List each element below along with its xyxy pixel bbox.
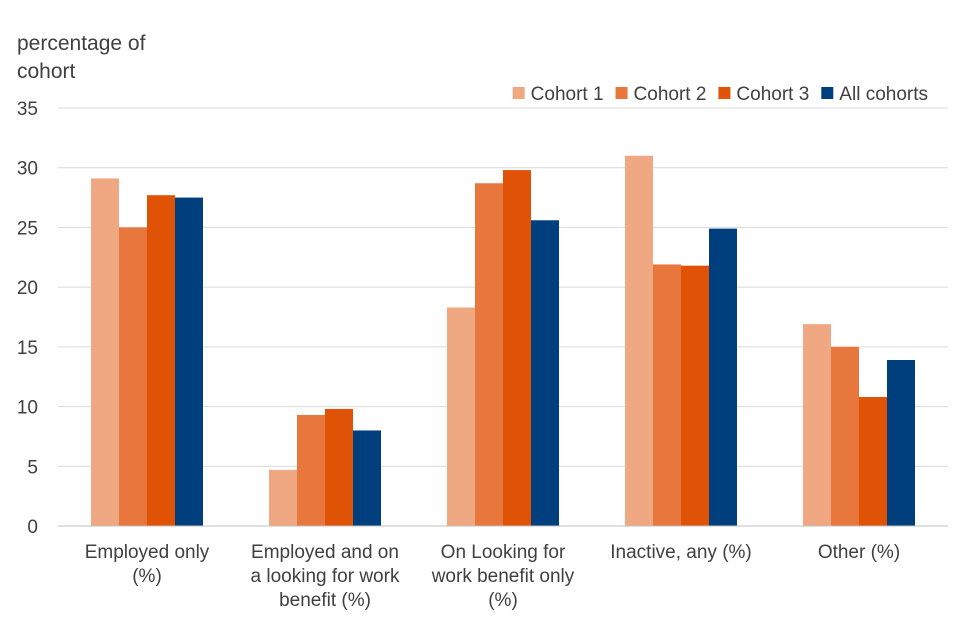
- bar: [91, 178, 119, 526]
- bar: [831, 346, 859, 526]
- x-category-label: work benefit only: [431, 566, 575, 587]
- y-axis-label-line: cohort: [17, 60, 76, 83]
- bar: [653, 264, 681, 526]
- legend-swatch: [512, 87, 525, 99]
- legend-swatch: [821, 87, 834, 99]
- legend-label: All cohorts: [839, 84, 928, 105]
- y-tick-label: 0: [27, 517, 38, 538]
- bar: [175, 197, 203, 527]
- y-axis-label-line: percentage of: [17, 32, 146, 55]
- x-category-label: a looking for work: [251, 566, 400, 587]
- y-tick-label: 35: [17, 99, 38, 120]
- bar: [325, 408, 353, 526]
- bar: [447, 307, 475, 526]
- x-category-label: Inactive, any (%): [610, 542, 752, 563]
- y-tick-label: 30: [17, 159, 38, 180]
- x-category-label: Employed and on: [251, 542, 399, 563]
- bar: [859, 397, 887, 526]
- legend-label: Cohort 3: [736, 84, 809, 105]
- x-category-label: (%): [488, 590, 518, 611]
- bar-series: [91, 155, 915, 527]
- bar: [531, 220, 559, 526]
- legend-label: Cohort 2: [634, 84, 707, 105]
- x-category-label: On Looking for: [441, 542, 566, 563]
- bar: [475, 183, 503, 527]
- bar: [887, 359, 915, 526]
- bar: [353, 430, 381, 526]
- x-axis-categories: Employed only (%) Employed and on a looking…: [85, 542, 900, 611]
- x-category-label: Other (%): [818, 542, 900, 563]
- bar: [803, 324, 831, 526]
- legend: Cohort 1 Cohort 2 Cohort 3 All cohorts: [512, 84, 928, 105]
- y-tick-label: 20: [17, 278, 38, 299]
- bar: [503, 170, 531, 527]
- bar: [625, 155, 653, 526]
- y-tick-label: 10: [17, 398, 38, 419]
- x-category-label: (%): [132, 566, 162, 587]
- x-category-label: Employed only: [85, 542, 210, 563]
- bar: [269, 469, 297, 526]
- bar: [681, 265, 709, 526]
- x-category-label: benefit (%): [279, 590, 371, 611]
- bar: [119, 227, 147, 526]
- legend-swatch: [615, 87, 628, 99]
- y-axis-ticks: 0 5 10 15 20 25 30 35: [17, 99, 38, 538]
- bar: [297, 414, 325, 526]
- bar: [709, 228, 737, 526]
- legend-swatch: [718, 87, 731, 99]
- y-tick-label: 5: [27, 457, 38, 478]
- y-tick-label: 15: [17, 338, 38, 359]
- y-tick-label: 25: [17, 218, 38, 239]
- bar: [147, 195, 175, 526]
- legend-label: Cohort 1: [531, 84, 604, 105]
- y-axis-label: percentage of cohort: [17, 32, 146, 83]
